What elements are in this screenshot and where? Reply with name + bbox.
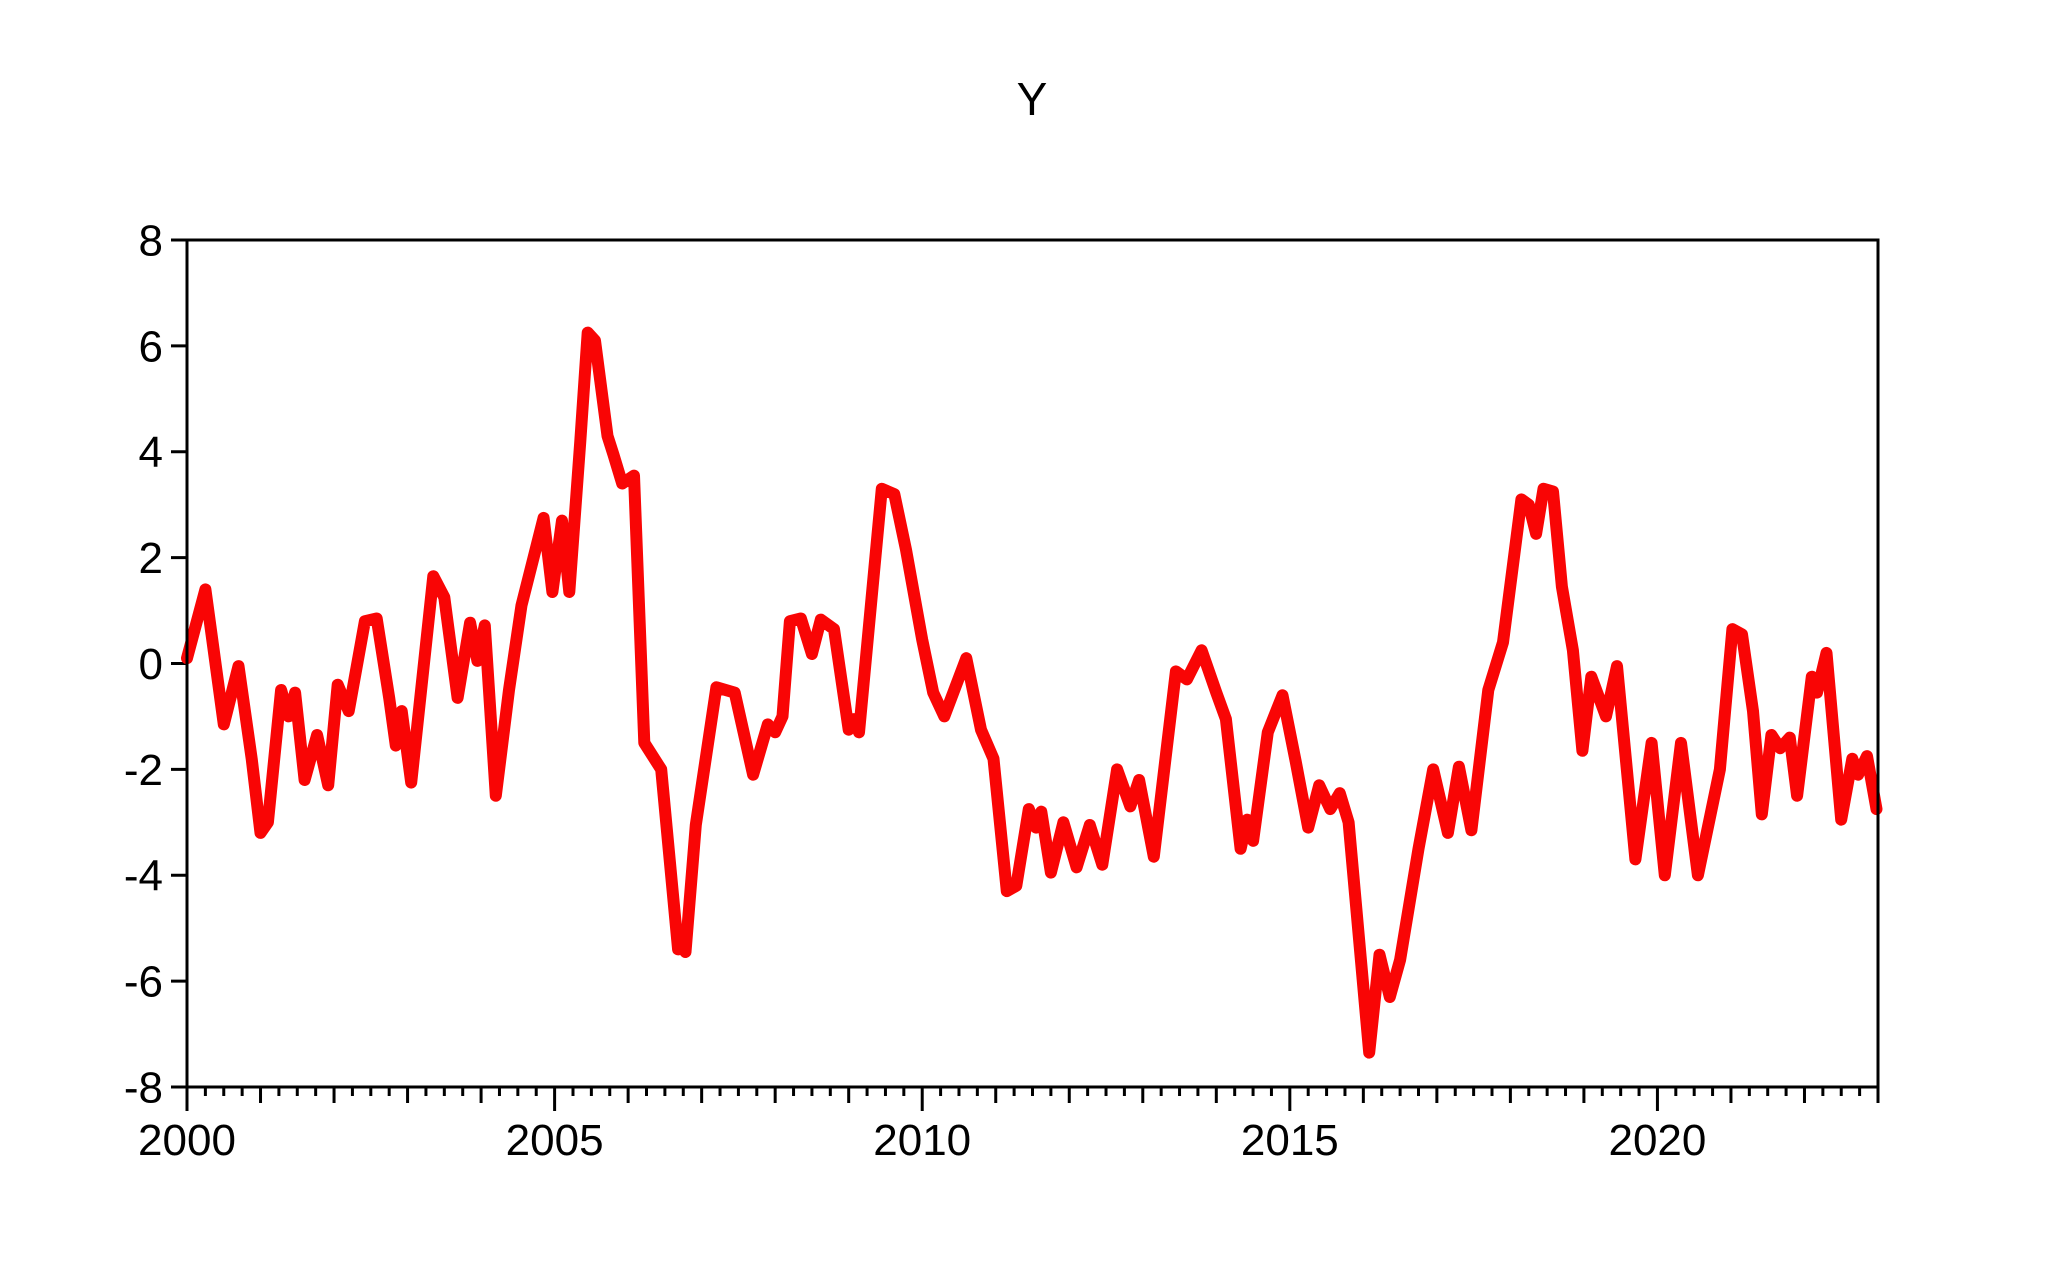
- y-axis-tick-label: 0: [139, 640, 163, 689]
- x-axis-tick-label: 2000: [138, 1116, 236, 1165]
- y-axis-tick-label: 2: [139, 534, 163, 583]
- x-axis: 2000 2005 2010 2015 2020: [138, 1087, 1880, 1165]
- y-axis-tick-label: -4: [124, 852, 163, 901]
- y-axis-tick-label: -8: [124, 1063, 163, 1112]
- y-axis-tick-label: 6: [139, 322, 163, 371]
- chart-title: Y: [1017, 73, 1048, 125]
- x-axis-tick-label: 2010: [873, 1116, 971, 1165]
- y-axis-tick-label: 4: [139, 428, 163, 477]
- x-axis-tick-label: 2005: [506, 1116, 604, 1165]
- x-axis-tick-label: 2020: [1608, 1116, 1706, 1165]
- plot-border: [185, 238, 1880, 1089]
- x-axis-tick-label: 2015: [1241, 1116, 1339, 1165]
- y-axis: 8 6 4 2 0 -2 -4 -6 -8: [124, 216, 187, 1112]
- y-axis-tick-label: -2: [124, 746, 163, 795]
- y-axis-tick-label: 8: [139, 216, 163, 265]
- series-group: [181, 326, 1883, 1059]
- y-axis-tick-label: -6: [124, 958, 163, 1007]
- series-line-y: [181, 326, 1883, 1059]
